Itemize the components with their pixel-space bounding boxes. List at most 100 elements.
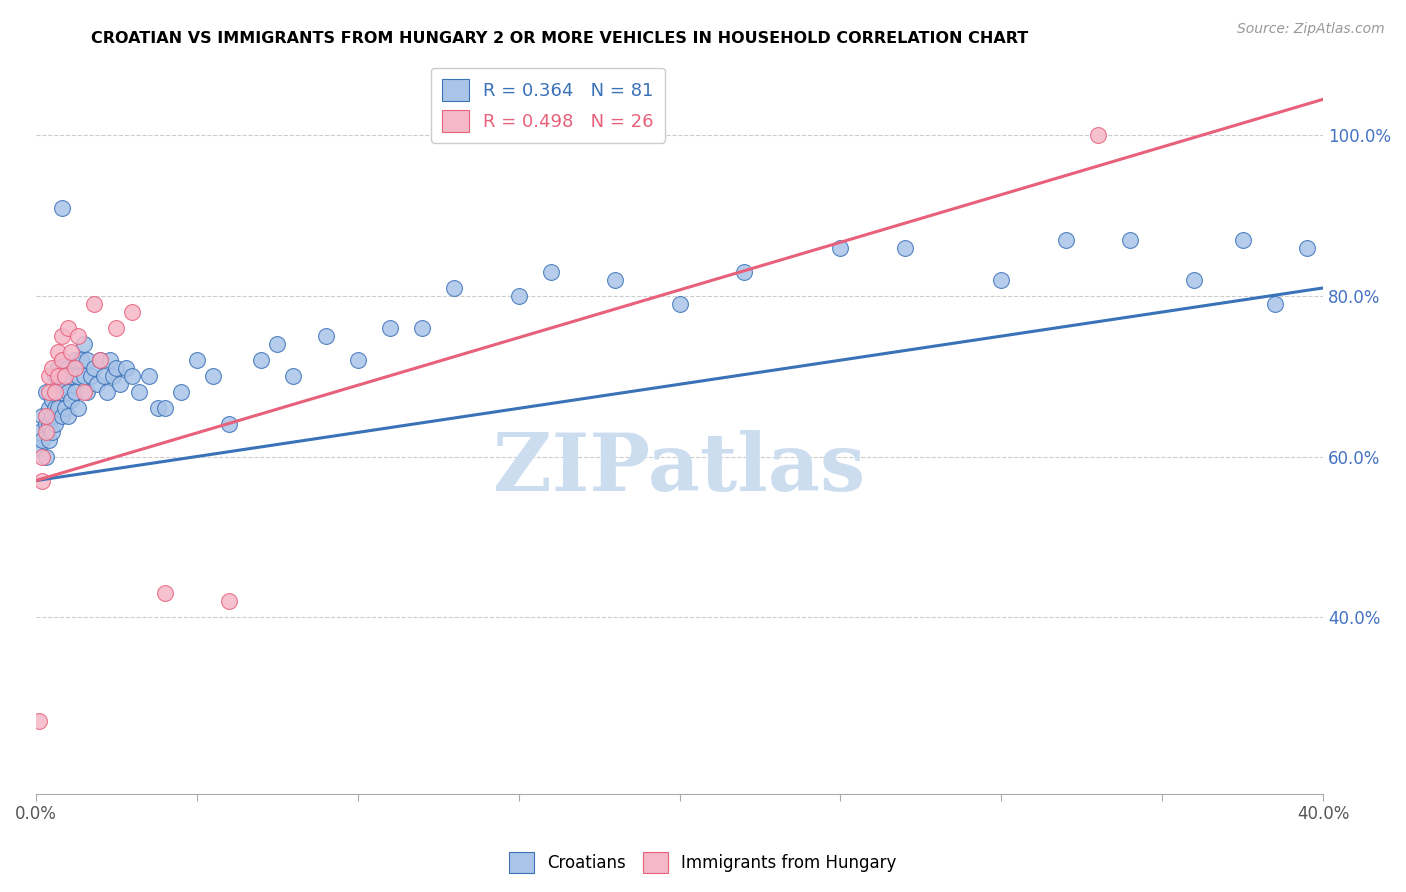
Point bbox=[73, 337, 96, 351]
Point bbox=[830, 241, 852, 255]
Point bbox=[38, 417, 60, 432]
Point bbox=[53, 369, 76, 384]
Point bbox=[105, 321, 128, 335]
Point bbox=[1296, 241, 1319, 255]
Point bbox=[605, 273, 627, 287]
Point bbox=[218, 594, 240, 608]
Point bbox=[38, 401, 60, 416]
Legend: Croatians, Immigrants from Hungary: Croatians, Immigrants from Hungary bbox=[502, 846, 904, 880]
Point bbox=[250, 353, 273, 368]
Point bbox=[76, 353, 98, 368]
Point bbox=[93, 369, 115, 384]
Point bbox=[1054, 233, 1077, 247]
Point bbox=[60, 345, 83, 359]
Point bbox=[41, 393, 63, 408]
Point bbox=[315, 329, 337, 343]
Point bbox=[31, 434, 53, 448]
Point bbox=[86, 377, 108, 392]
Point bbox=[56, 385, 79, 400]
Point bbox=[121, 369, 143, 384]
Point bbox=[51, 409, 73, 424]
Text: ZIPatlas: ZIPatlas bbox=[494, 430, 866, 508]
Point bbox=[121, 305, 143, 319]
Point bbox=[138, 369, 160, 384]
Point bbox=[411, 321, 433, 335]
Point bbox=[51, 201, 73, 215]
Point bbox=[346, 353, 368, 368]
Text: Source: ZipAtlas.com: Source: ZipAtlas.com bbox=[1237, 22, 1385, 37]
Point bbox=[48, 345, 70, 359]
Point bbox=[51, 353, 73, 368]
Point bbox=[28, 442, 51, 456]
Point bbox=[1264, 297, 1286, 311]
Point bbox=[53, 377, 76, 392]
Point bbox=[34, 385, 56, 400]
Point bbox=[101, 369, 124, 384]
Point bbox=[89, 353, 111, 368]
Point bbox=[70, 353, 93, 368]
Point bbox=[1184, 273, 1206, 287]
Point bbox=[63, 385, 86, 400]
Point bbox=[38, 434, 60, 448]
Point bbox=[41, 409, 63, 424]
Point bbox=[508, 289, 530, 303]
Point bbox=[115, 361, 138, 376]
Point bbox=[378, 321, 401, 335]
Point bbox=[34, 417, 56, 432]
Point bbox=[73, 369, 96, 384]
Point bbox=[44, 417, 66, 432]
Point bbox=[63, 361, 86, 376]
Point bbox=[83, 297, 105, 311]
Point bbox=[73, 385, 96, 400]
Point bbox=[66, 401, 89, 416]
Point bbox=[990, 273, 1012, 287]
Point bbox=[48, 369, 70, 384]
Point bbox=[66, 329, 89, 343]
Legend: R = 0.364   N = 81, R = 0.498   N = 26: R = 0.364 N = 81, R = 0.498 N = 26 bbox=[432, 68, 665, 143]
Point bbox=[63, 353, 86, 368]
Point bbox=[283, 369, 305, 384]
Point bbox=[443, 281, 465, 295]
Point bbox=[105, 361, 128, 376]
Point bbox=[153, 401, 176, 416]
Point bbox=[44, 369, 66, 384]
Point bbox=[34, 450, 56, 464]
Point bbox=[48, 377, 70, 392]
Point bbox=[894, 241, 917, 255]
Point bbox=[56, 361, 79, 376]
Point bbox=[51, 329, 73, 343]
Point bbox=[41, 361, 63, 376]
Point bbox=[28, 425, 51, 440]
Point bbox=[31, 474, 53, 488]
Point bbox=[76, 385, 98, 400]
Point bbox=[1232, 233, 1254, 247]
Text: CROATIAN VS IMMIGRANTS FROM HUNGARY 2 OR MORE VEHICLES IN HOUSEHOLD CORRELATION : CROATIAN VS IMMIGRANTS FROM HUNGARY 2 OR… bbox=[91, 31, 1029, 46]
Point bbox=[51, 385, 73, 400]
Point bbox=[83, 361, 105, 376]
Point bbox=[540, 265, 562, 279]
Point bbox=[48, 361, 70, 376]
Point bbox=[89, 353, 111, 368]
Point bbox=[733, 265, 755, 279]
Point bbox=[96, 385, 118, 400]
Point bbox=[34, 409, 56, 424]
Point bbox=[34, 425, 56, 440]
Point bbox=[128, 385, 150, 400]
Point bbox=[170, 385, 193, 400]
Point bbox=[53, 401, 76, 416]
Point bbox=[56, 321, 79, 335]
Point bbox=[51, 353, 73, 368]
Point bbox=[98, 353, 121, 368]
Point bbox=[108, 377, 131, 392]
Point bbox=[201, 369, 224, 384]
Point bbox=[153, 586, 176, 600]
Point bbox=[44, 401, 66, 416]
Point bbox=[56, 409, 79, 424]
Point bbox=[1119, 233, 1142, 247]
Point bbox=[44, 385, 66, 400]
Point bbox=[28, 714, 51, 729]
Point bbox=[186, 353, 208, 368]
Point bbox=[60, 369, 83, 384]
Point bbox=[31, 450, 53, 464]
Point bbox=[148, 401, 170, 416]
